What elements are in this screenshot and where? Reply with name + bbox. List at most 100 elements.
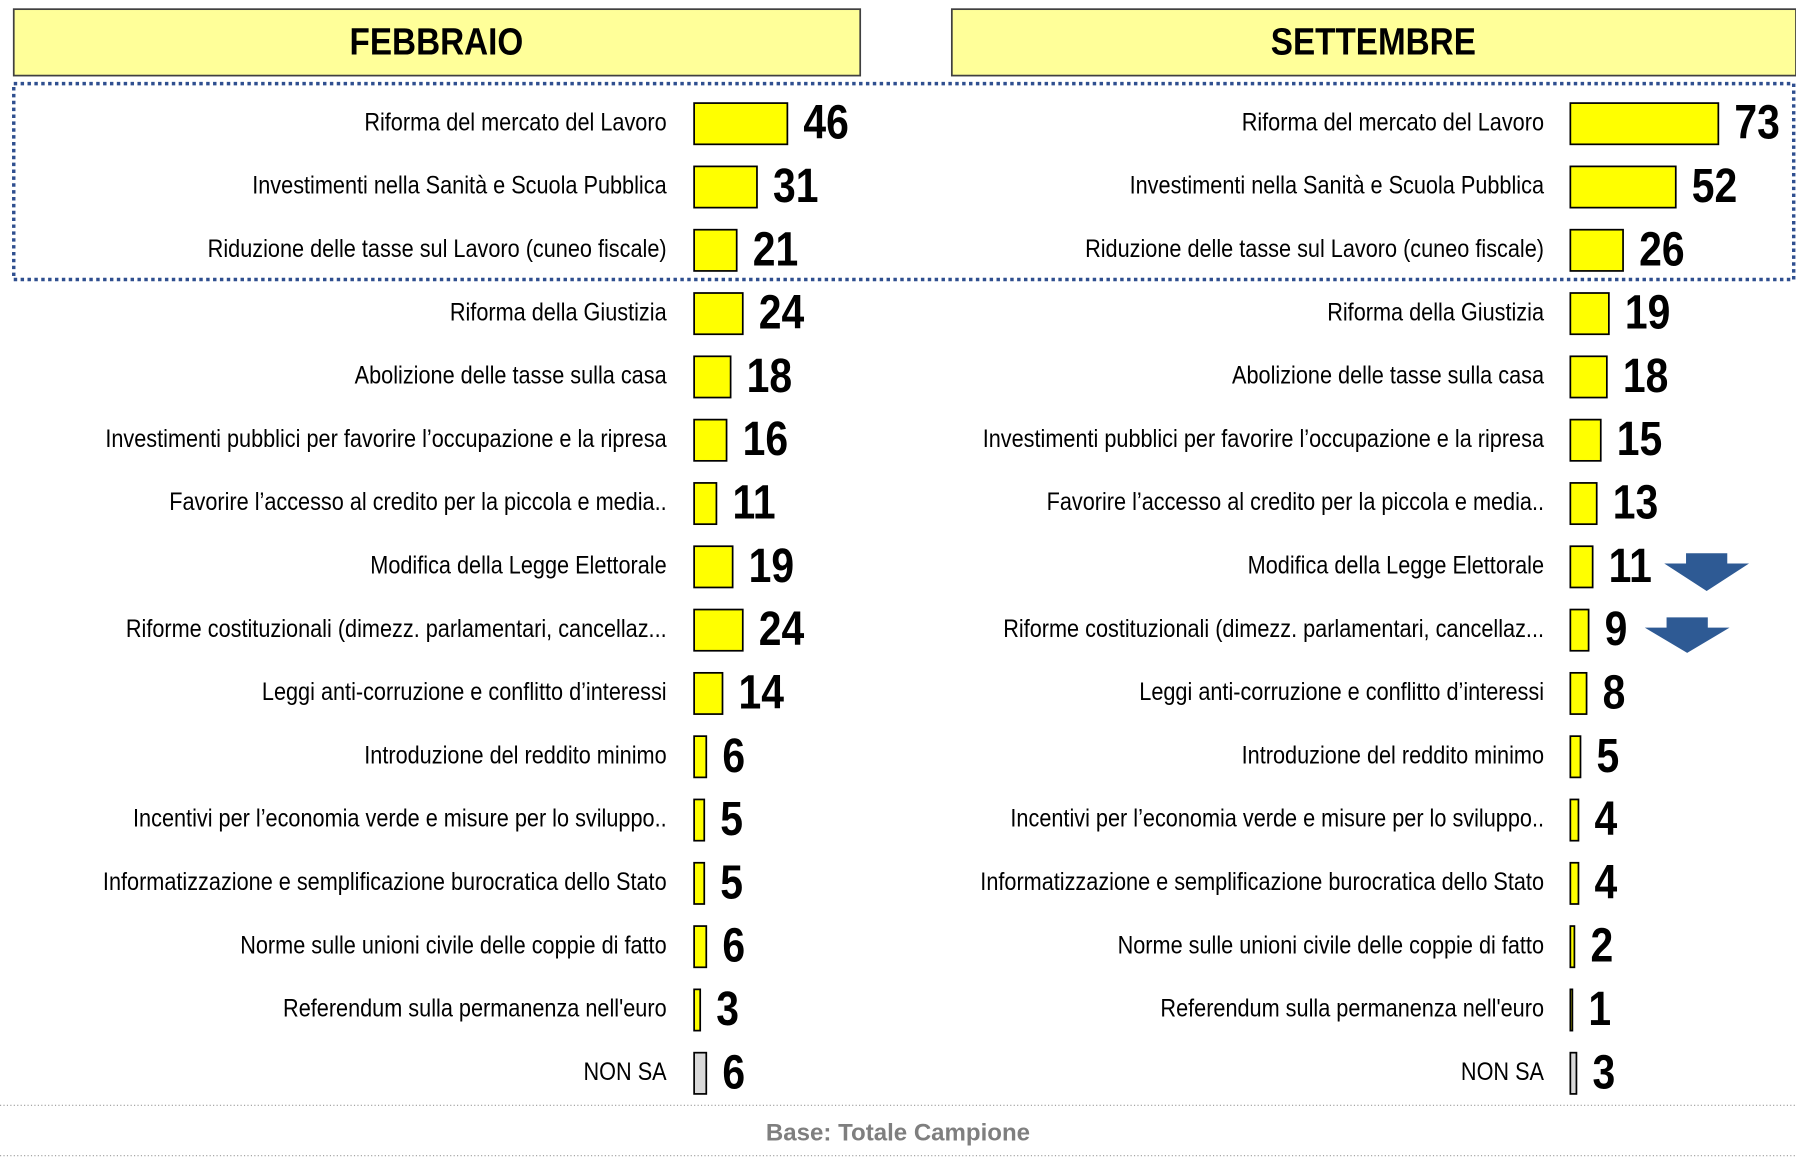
header-box <box>950 8 1796 77</box>
bar <box>1569 228 1624 272</box>
bar <box>1569 988 1574 1032</box>
down-arrow <box>1644 617 1730 653</box>
value-label: 5 <box>1597 730 1620 783</box>
value-label: 31 <box>773 160 818 213</box>
category-label: Norme sulle unioni civile delle coppie d… <box>240 931 666 959</box>
bar <box>693 925 708 969</box>
value-label: 18 <box>1623 350 1668 403</box>
bar <box>1569 925 1576 969</box>
category-label: Introduzione del reddito minimo <box>364 741 666 769</box>
header-box <box>12 8 862 77</box>
bar <box>1569 1051 1578 1095</box>
value-label: 4 <box>1594 793 1617 846</box>
category-label: Favorire l’accesso al credito per la pic… <box>169 488 666 516</box>
bar <box>693 165 758 209</box>
bar <box>1569 355 1608 399</box>
bar <box>1569 671 1588 715</box>
category-label: Abolizione delle tasse sulla casa <box>355 361 668 389</box>
category-label: Leggi anti-corruzione e conflitto d’inte… <box>262 678 667 706</box>
bar <box>1569 608 1590 652</box>
category-label: Informatizzazione e semplificazione buro… <box>980 868 1544 896</box>
category-label: Investimenti nella Sanità e Scuola Pubbl… <box>1130 171 1545 199</box>
bar <box>693 228 738 272</box>
category-label: Riforma del mercato del Lavoro <box>364 108 666 136</box>
value-label: 73 <box>1734 97 1779 150</box>
category-label: Investimenti pubblici per favorire l’occ… <box>983 424 1545 452</box>
value-label: 24 <box>759 287 805 340</box>
value-label: 9 <box>1605 603 1628 656</box>
value-label: 18 <box>747 350 792 403</box>
value-label: 1 <box>1588 983 1611 1036</box>
bar <box>693 418 728 462</box>
category-label: Modifica della Legge Elettorale <box>1248 551 1544 579</box>
category-label: Incentivi per l’economia verde e misure … <box>1010 804 1544 832</box>
bar <box>693 735 708 779</box>
bar <box>693 545 734 589</box>
category-label: Riforma del mercato del Lavoro <box>1242 108 1544 136</box>
bar <box>693 861 706 905</box>
bar <box>693 671 724 715</box>
value-label: 2 <box>1590 920 1613 973</box>
down-arrow <box>1664 553 1750 592</box>
value-label: 5 <box>720 856 743 909</box>
bar <box>1569 861 1580 905</box>
category-label: Referendum sulla permanenza nell'euro <box>283 994 667 1022</box>
value-label: 15 <box>1617 413 1662 466</box>
value-label: 19 <box>1625 287 1670 340</box>
category-label: Favorire l’accesso al credito per la pic… <box>1047 488 1544 516</box>
category-label: Riforma della Giustizia <box>450 298 668 326</box>
bar <box>693 482 718 526</box>
bar <box>693 608 744 652</box>
bar <box>1569 418 1602 462</box>
value-label: 14 <box>739 666 785 719</box>
value-label: 3 <box>1592 1046 1615 1099</box>
bar <box>1569 545 1594 589</box>
bar <box>1569 292 1610 336</box>
value-label: 11 <box>732 477 775 530</box>
bar <box>693 988 702 1032</box>
value-label: 4 <box>1594 856 1617 909</box>
category-label: Modifica della Legge Elettorale <box>370 551 666 579</box>
bar <box>1569 102 1720 146</box>
category-label: Norme sulle unioni civile delle coppie d… <box>1118 931 1544 959</box>
bar <box>693 292 744 336</box>
value-label: 21 <box>753 223 798 276</box>
value-label: 13 <box>1613 477 1658 530</box>
category-label: Riforme costituzionali (dimezz. parlamen… <box>126 614 667 642</box>
value-label: 8 <box>1603 666 1626 719</box>
category-label: Leggi anti-corruzione e conflitto d’inte… <box>1139 678 1544 706</box>
value-label: 24 <box>759 603 805 656</box>
category-label: Introduzione del reddito minimo <box>1242 741 1544 769</box>
value-label: 16 <box>743 413 788 466</box>
chart-title: FEBBRAIO <box>350 21 524 63</box>
value-label: 52 <box>1692 160 1737 213</box>
category-label: Riduzione delle tasse sul Lavoro (cuneo … <box>1085 234 1544 262</box>
category-label: Incentivi per l’economia verde e misure … <box>133 804 667 832</box>
category-label: NON SA <box>1461 1057 1544 1085</box>
category-label: Investimenti pubblici per favorire l’occ… <box>105 424 667 452</box>
value-label: 6 <box>722 730 745 783</box>
highlight-box <box>12 81 1796 282</box>
value-label: 19 <box>749 540 794 593</box>
category-label: Riforme costituzionali (dimezz. parlamen… <box>1003 614 1544 642</box>
category-label: Abolizione delle tasse sulla casa <box>1232 361 1545 389</box>
value-label: 11 <box>1609 540 1652 593</box>
category-label: Referendum sulla permanenza nell'euro <box>1160 994 1544 1022</box>
bar <box>693 102 789 146</box>
bar <box>1569 165 1677 209</box>
bar <box>1569 735 1582 779</box>
value-label: 6 <box>722 920 745 973</box>
value-label: 3 <box>716 983 739 1036</box>
category-label: NON SA <box>584 1057 667 1085</box>
footer: Base: Totale Campione <box>766 1119 1030 1146</box>
chart-title: SETTEMBRE <box>1271 21 1476 63</box>
bar <box>1569 482 1598 526</box>
value-label: 5 <box>720 793 743 846</box>
bar <box>1569 798 1580 842</box>
bar <box>693 355 732 399</box>
category-label: Informatizzazione e semplificazione buro… <box>103 868 667 896</box>
bar <box>693 1051 708 1095</box>
category-label: Riforma della Giustizia <box>1327 298 1545 326</box>
bar <box>693 798 706 842</box>
